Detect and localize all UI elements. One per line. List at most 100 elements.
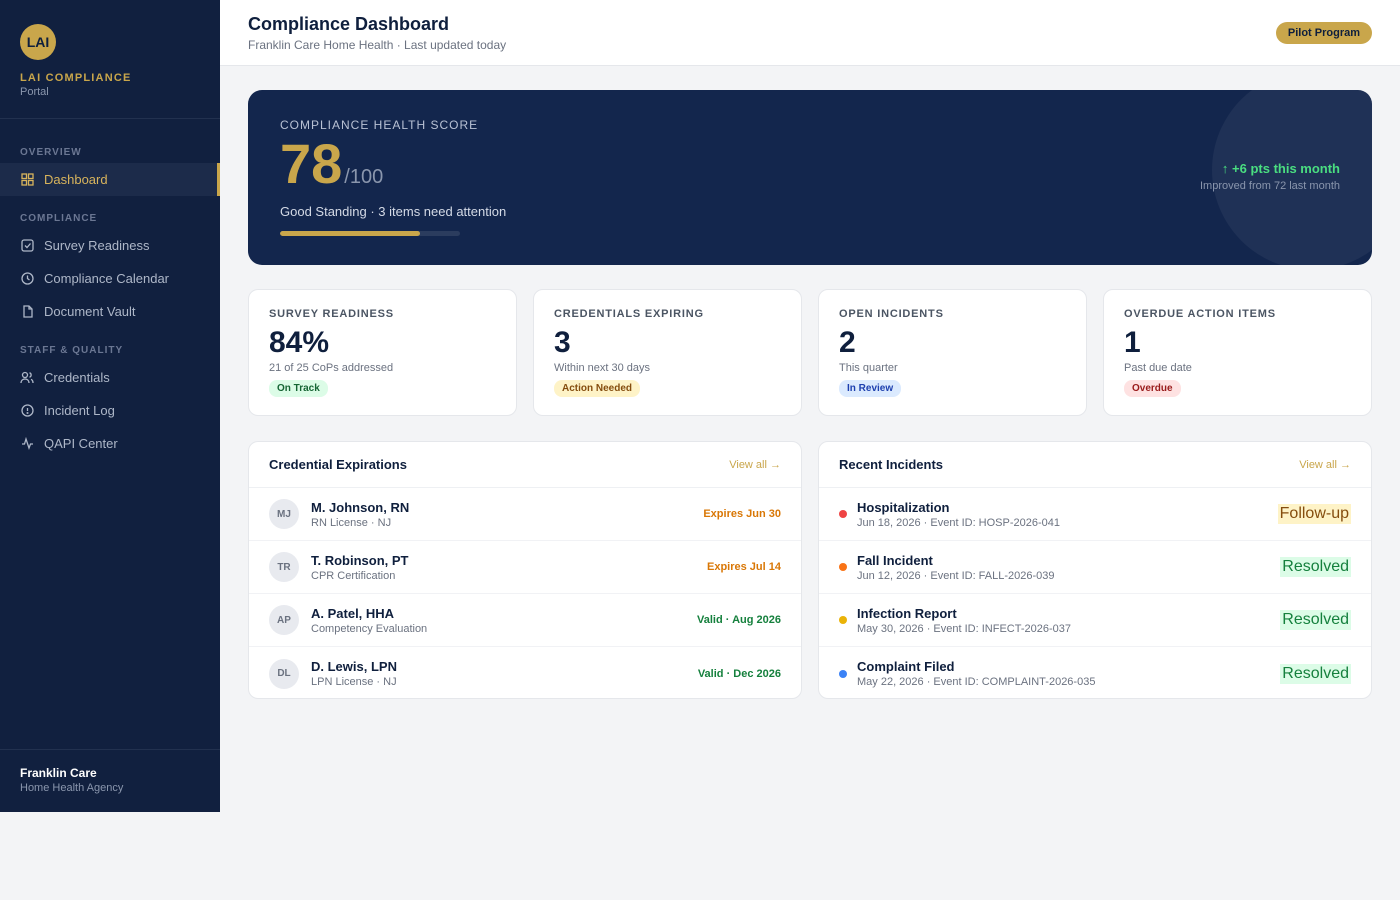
hero-label: COMPLIANCE HEALTH SCORE <box>280 118 479 132</box>
view-all-credentials-link[interactable]: View all → <box>729 458 781 471</box>
compliance-health-score-card: COMPLIANCE HEALTH SCORE 78 /100 Good Sta… <box>248 90 1372 265</box>
checkbox-icon <box>20 239 34 253</box>
decorative-circle <box>1212 90 1372 265</box>
incident-type: Hospitalization <box>857 499 950 515</box>
organization-name: Franklin Care <box>20 766 97 780</box>
sidebar-item-document-vault[interactable]: Document Vault <box>0 295 220 328</box>
panel-header: Credential Expirations View all → <box>249 442 801 488</box>
status-badge: Action Needed <box>554 380 641 397</box>
recent-incidents-panel: Recent Incidents View all → Hospitalizat… <box>818 441 1372 699</box>
score-trend: ↑ +6 pts this month Improved from 72 las… <box>1200 161 1340 192</box>
status-badge: In Review <box>839 380 902 397</box>
sidebar-item-label: Incident Log <box>44 403 115 418</box>
severity-dot <box>839 563 847 571</box>
staff-name: M. Johnson, RN <box>311 499 410 515</box>
sidebar-item-dashboard[interactable]: Dashboard <box>0 163 220 196</box>
stat-card-credentials-expiring[interactable]: CREDENTIALS EXPIRING 3 Within next 30 da… <box>533 289 802 416</box>
list-item[interactable]: TR T. Robinson, PT CPR Certification Exp… <box>249 541 801 594</box>
avatar: DL <box>269 658 299 689</box>
expiration-status: Valid · Dec 2026 <box>697 667 781 680</box>
stat-subtitle: 21 of 25 CoPs addressed <box>269 362 394 374</box>
activity-icon <box>20 437 34 451</box>
document-icon <box>20 305 34 319</box>
credential-type: LPN License · NJ <box>311 676 397 688</box>
staff-name: D. Lewis, LPN <box>311 659 397 674</box>
expiration-status: Valid · Aug 2026 <box>697 614 781 626</box>
list-item[interactable]: DL D. Lewis, LPN LPN License · NJ Valid … <box>249 647 801 698</box>
organization-info: Franklin Care Home Health Agency <box>0 749 220 812</box>
stat-label: SURVEY READINESS <box>269 308 394 320</box>
sidebar-item-label: Credentials <box>44 370 110 385</box>
nav-section-compliance: COMPLIANCE <box>20 213 98 224</box>
list-item[interactable]: AP A. Patel, HHA Competency Evaluation V… <box>249 594 801 647</box>
stat-value: 3 <box>554 326 571 359</box>
pilot-program-badge: Pilot Program <box>1275 22 1372 44</box>
sidebar-item-label: Dashboard <box>44 172 108 187</box>
credential-type: Competency Evaluation <box>311 622 428 635</box>
row-main: Hospitalization Jun 18, 2026 · Event ID:… <box>857 500 1278 529</box>
avatar: AP <box>269 605 299 635</box>
view-all-incidents-link[interactable]: View all → <box>1299 458 1351 471</box>
staff-name: T. Robinson, PT <box>311 552 409 568</box>
sidebar-item-incident-log[interactable]: Incident Log <box>0 394 220 427</box>
sidebar-item-label: Compliance Calendar <box>44 271 170 286</box>
stat-card-survey-readiness[interactable]: SURVEY READINESS 84% 21 of 25 CoPs addre… <box>248 289 517 416</box>
list-item[interactable]: Complaint Filed May 22, 2026 · Event ID:… <box>819 647 1371 698</box>
stat-card-open-incidents[interactable]: OPEN INCIDENTS 2 This quarter In Review <box>818 289 1087 416</box>
stat-label: OPEN INCIDENTS <box>839 308 944 320</box>
incident-detail: Jun 18, 2026 · Event ID: HOSP-2026-041 <box>857 516 1061 529</box>
incident-type: Infection Report <box>857 605 957 621</box>
page-subtitle: Franklin Care Home Health · Last updated… <box>248 38 507 52</box>
stat-subtitle: Past due date <box>1124 362 1192 374</box>
users-icon <box>20 371 34 385</box>
credential-expirations-panel: Credential Expirations View all → MJ M. … <box>248 441 802 699</box>
health-score-progress-fill <box>280 231 421 236</box>
sidebar-item-label: Document Vault <box>44 304 136 319</box>
severity-dot <box>839 510 847 518</box>
clock-icon <box>20 272 34 286</box>
incident-detail: Jun 12, 2026 · Event ID: FALL-2026-039 <box>857 569 1055 582</box>
hero-score-row: 78 /100 <box>280 136 1340 192</box>
stat-label: OVERDUE ACTION ITEMS <box>1124 308 1276 320</box>
health-score-max: /100 <box>344 166 384 188</box>
list-item[interactable]: MJ M. Johnson, RN RN License · NJ Expire… <box>249 488 801 541</box>
organization-type: Home Health Agency <box>20 782 124 794</box>
brand-logo[interactable]: LAI <box>20 24 56 60</box>
staff-name: A. Patel, HHA <box>311 605 395 621</box>
list-item[interactable]: Hospitalization Jun 18, 2026 · Event ID:… <box>819 488 1371 541</box>
stat-value: 2 <box>839 326 856 359</box>
stat-subtitle: Within next 30 days <box>554 362 650 374</box>
row-main: A. Patel, HHA Competency Evaluation <box>311 606 697 635</box>
nav-section-overview: OVERVIEW <box>20 147 82 158</box>
stat-subtitle: This quarter <box>839 362 898 374</box>
incident-detail: May 22, 2026 · Event ID: COMPLAINT-2026-… <box>857 676 1096 688</box>
avatar: TR <box>269 552 299 582</box>
brand-name: LAI COMPLIANCE <box>20 72 132 84</box>
sidebar-item-credentials[interactable]: Credentials <box>0 361 220 394</box>
panel-title: Recent Incidents <box>839 457 944 472</box>
health-status: Good Standing · 3 items need attention <box>280 204 507 219</box>
incident-type: Complaint Filed <box>857 659 955 674</box>
sidebar-item-label: QAPI Center <box>44 436 118 451</box>
alert-circle-icon <box>20 404 34 418</box>
page-title: Compliance Dashboard <box>248 14 450 34</box>
stat-card-overdue-action-items[interactable]: OVERDUE ACTION ITEMS 1 Past due date Ove… <box>1103 289 1372 416</box>
list-item[interactable]: Fall Incident Jun 12, 2026 · Event ID: F… <box>819 541 1371 594</box>
brand: LAI LAI COMPLIANCE Portal <box>0 0 220 119</box>
incident-status: Resolved <box>1280 663 1351 684</box>
nav-section-staff: STAFF & QUALITY <box>20 345 124 356</box>
credential-type: CPR Certification <box>311 569 396 582</box>
sidebar-item-qapi-center[interactable]: QAPI Center <box>0 427 220 460</box>
sidebar-item-survey-readiness[interactable]: Survey Readiness <box>0 229 220 262</box>
severity-dot <box>839 669 847 678</box>
sidebar-item-label: Survey Readiness <box>44 238 150 253</box>
severity-dot <box>839 616 847 624</box>
sidebar-item-compliance-calendar[interactable]: Compliance Calendar <box>0 262 220 295</box>
expiration-status: Expires Jun 30 <box>703 508 781 520</box>
avatar: MJ <box>269 499 299 529</box>
row-main: D. Lewis, LPN LPN License · NJ <box>311 659 698 688</box>
credential-type: RN License · NJ <box>311 516 392 529</box>
list-item[interactable]: Infection Report May 30, 2026 · Event ID… <box>819 594 1371 647</box>
grid-icon <box>20 173 34 187</box>
trend-subtitle: Improved from 72 last month <box>1199 180 1340 192</box>
